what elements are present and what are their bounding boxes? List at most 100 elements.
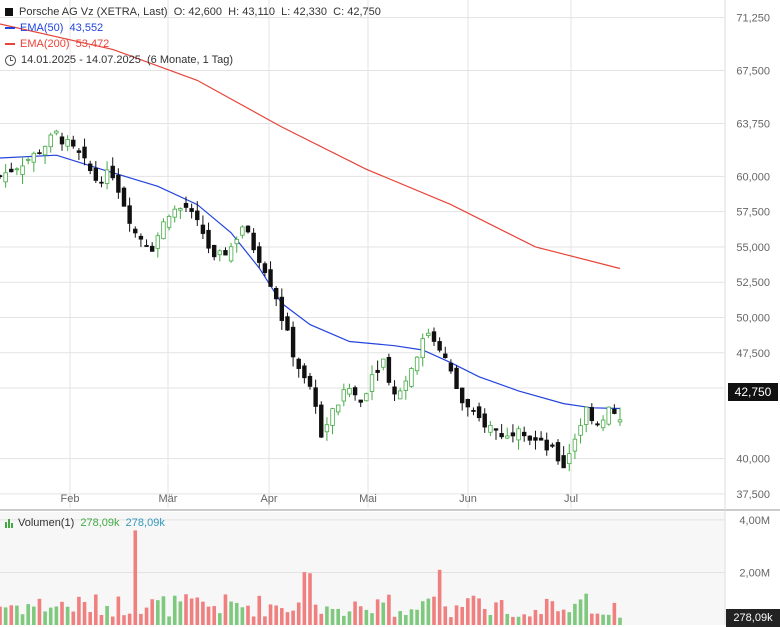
period-range: 14.01.2025 - 14.07.2025	[21, 54, 141, 66]
volume-bar	[556, 611, 560, 625]
volume-bar	[364, 609, 369, 625]
candle-body	[302, 365, 307, 379]
candle-body	[358, 399, 363, 403]
candle-body	[465, 399, 471, 408]
candle-body	[121, 187, 127, 207]
volume-bar	[606, 614, 611, 625]
candle-body	[59, 136, 65, 145]
candle-body	[290, 326, 296, 358]
candle-body	[234, 238, 239, 245]
volume-bar	[612, 602, 617, 625]
volume-bar	[54, 606, 59, 625]
ema200-legend[interactable]: EMA(200) 53,472	[5, 38, 109, 50]
volume-bar	[325, 606, 329, 625]
ema50-line	[0, 154, 621, 410]
last-price-tag: 42,750	[728, 383, 778, 401]
volume-bar	[150, 599, 154, 625]
candle-body	[133, 228, 138, 234]
candle-body	[595, 423, 600, 426]
volume-bar	[127, 613, 132, 625]
volume-bar	[32, 606, 36, 625]
candle-body	[161, 221, 166, 240]
volume-value-2: 278,09k	[125, 517, 165, 529]
ema50-legend[interactable]: EMA(50) 43,552	[5, 22, 103, 34]
volume-bar	[110, 616, 115, 625]
candle-body	[369, 374, 375, 392]
volume-bar	[511, 616, 515, 625]
y-tick-label: 40,000	[736, 454, 770, 466]
volume-bar	[37, 598, 42, 625]
candle-body	[172, 208, 177, 218]
y-tick-label: 57,500	[736, 207, 770, 219]
candle-body	[99, 181, 104, 184]
y-tick-label: 37,500	[736, 489, 770, 501]
volume-legend[interactable]: Volumen(1) 278,09k 278,09k	[5, 517, 165, 529]
volume-bar	[105, 606, 109, 625]
volume-bar	[251, 616, 256, 625]
volume-bar	[48, 607, 53, 625]
volume-bar	[167, 616, 171, 625]
candle-body	[313, 387, 318, 407]
volume-bar	[494, 602, 498, 625]
y-tick-label: 60,000	[736, 171, 770, 183]
volume-bar	[539, 614, 543, 625]
clock-icon[interactable]	[5, 54, 16, 66]
candle-body	[443, 353, 448, 359]
volume-bar	[573, 603, 577, 625]
volume-bar	[189, 598, 194, 625]
candle-body	[364, 393, 369, 402]
ema50-label: EMA(50)	[20, 22, 64, 34]
candle-body	[9, 168, 14, 173]
volume-bar	[3, 607, 8, 625]
candle-body	[138, 235, 144, 240]
volume-bar	[263, 616, 267, 625]
candle-body	[87, 163, 93, 171]
volume-bar	[156, 600, 160, 625]
ema200-swatch	[5, 43, 15, 45]
volume-bar	[561, 609, 566, 625]
volume-bar	[590, 613, 594, 625]
candle-body	[285, 316, 290, 331]
candle-body	[149, 245, 155, 252]
ema200-path	[0, 23, 621, 270]
volume-bar	[601, 614, 605, 625]
candle-body	[454, 367, 459, 390]
candle-body	[352, 387, 358, 396]
volume-bar	[240, 607, 245, 625]
volume-bar	[257, 595, 262, 625]
candle-body	[493, 428, 499, 431]
period-note: (6 Monate, 1 Tag)	[147, 54, 234, 66]
volume-bar	[178, 601, 183, 625]
volume-bar	[161, 596, 166, 625]
candle-body	[555, 442, 561, 462]
candle-body	[499, 433, 504, 438]
candle-body	[589, 407, 595, 422]
candle-body	[347, 388, 352, 395]
volume-bar	[319, 613, 324, 625]
candle-body	[471, 409, 476, 412]
candle-body	[600, 419, 606, 429]
volume-bar	[26, 604, 30, 625]
candle-body	[561, 455, 566, 469]
volume-bar	[567, 612, 572, 625]
volume-bar	[234, 602, 239, 625]
volume-bar	[482, 608, 487, 625]
volume-bar	[9, 605, 14, 625]
close-value: C: 42,750	[333, 6, 381, 18]
volume-bar	[578, 599, 583, 625]
volume-bars	[0, 530, 622, 625]
candle-body	[476, 406, 482, 419]
x-tick-label: Jul	[564, 493, 578, 505]
volume-bar	[443, 606, 448, 625]
volume-bar	[172, 595, 177, 625]
volume-bar	[358, 606, 363, 625]
candle-body	[206, 229, 211, 249]
candle-body	[54, 130, 59, 134]
volume-bar	[454, 605, 459, 625]
x-tick-label: Jun	[459, 493, 477, 505]
volume-pane	[0, 512, 725, 625]
volume-bar	[550, 601, 555, 625]
candle-body	[414, 356, 420, 372]
volume-bar	[144, 607, 149, 625]
